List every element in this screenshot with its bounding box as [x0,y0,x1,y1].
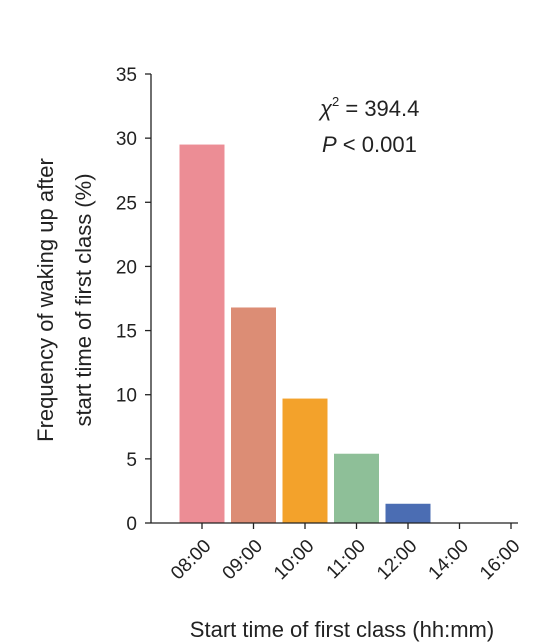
y-tick-label: 15 [116,322,137,343]
x-tick-label: 16:00 [476,536,524,584]
bar-0900 [231,307,276,523]
x-tick-label: 10:00 [270,536,318,584]
y-axis-title-line1: Frequency of waking up after [33,158,58,442]
x-tick-label: 11:00 [323,536,370,583]
x-tick-label: 12:00 [373,536,421,584]
x-axis-ticks: 08:00 09:00 10:00 11:00 12:00 14:00 16:00 [167,523,525,584]
y-tick-label: 30 [116,129,137,150]
y-tick-label: 0 [126,514,137,535]
bar-0800 [179,144,225,524]
bar-1200 [385,503,431,523]
bar-1100 [334,453,379,523]
bar-1000 [282,398,328,523]
x-tick-label: 09:00 [219,536,267,584]
p-value-annotation: P < 0.001 [322,132,417,157]
y-tick-label: 20 [116,257,137,278]
y-tick-label: 10 [116,386,137,407]
y-tick-label: 35 [116,65,137,86]
bars [179,144,431,524]
chi-square-annotation: χ2 = 394.4 [318,94,419,121]
x-axis-title: Start time of first class (hh:mm) [190,617,494,642]
y-axis-ticks: 0 5 10 15 20 25 30 35 [116,65,151,535]
x-tick-label: 08:00 [167,536,215,584]
x-tick-label: 14:00 [425,536,473,584]
y-axis-title-line2: start time of first class (%) [71,173,96,426]
y-tick-label: 25 [116,193,137,214]
y-tick-label: 5 [126,450,137,471]
